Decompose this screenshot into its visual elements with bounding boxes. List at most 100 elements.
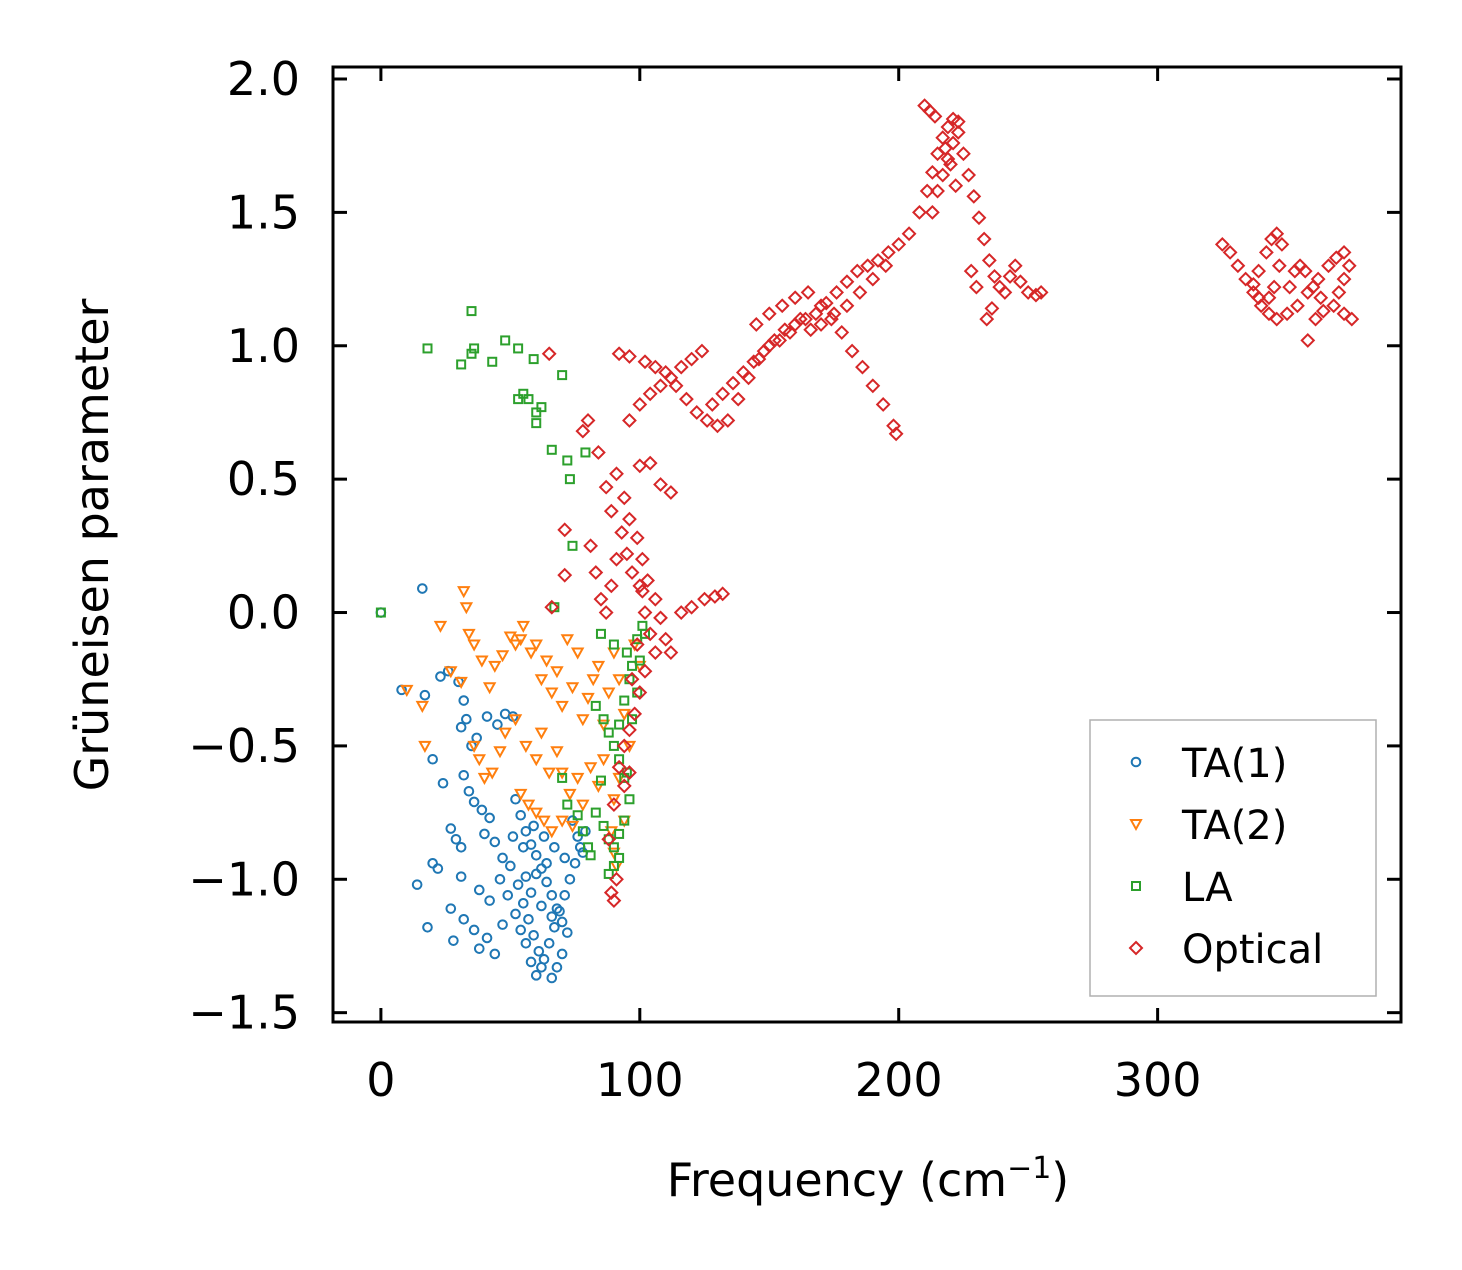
data-point: [1264, 231, 1279, 247]
data-point: [454, 676, 468, 689]
data-point: [415, 700, 430, 713]
x-axis-label-close: ): [1051, 1153, 1069, 1207]
data-point: [852, 284, 868, 300]
data-point: [533, 946, 545, 957]
data-point: [1336, 244, 1352, 260]
legend-marker: [1130, 756, 1142, 768]
data-point: [619, 695, 630, 706]
data-point: [935, 167, 951, 183]
data-point: [642, 386, 658, 402]
data-point: [583, 538, 599, 554]
data-point: [515, 809, 527, 821]
data-point: [1266, 279, 1282, 295]
data-point: [642, 455, 658, 471]
data-point: [1269, 311, 1285, 327]
data-point: [608, 639, 619, 650]
data-point: [518, 388, 529, 399]
data-point: [725, 375, 741, 391]
data-point: [417, 583, 428, 594]
x-tick-label: 300: [1114, 1053, 1202, 1107]
data-point: [528, 930, 539, 941]
data-point: [966, 188, 982, 204]
data-point: [570, 647, 585, 660]
y-tick-label: 1.5: [227, 185, 300, 239]
data-point: [468, 924, 480, 936]
legend: TA(1) TA(2) LA Optical: [1089, 719, 1377, 997]
data-point: [614, 852, 625, 863]
data-point: [1230, 258, 1246, 274]
legend-label: TA(2): [1181, 803, 1287, 849]
data-point: [545, 687, 559, 700]
data-point: [514, 788, 528, 801]
data-point: [919, 183, 935, 199]
data-point: [432, 863, 444, 874]
data-point: [462, 628, 476, 641]
data-point: [629, 637, 645, 652]
data-point: [924, 164, 940, 180]
data-point: [598, 479, 614, 495]
data-point: [624, 794, 635, 805]
data-point: [564, 474, 575, 485]
data-point: [590, 445, 606, 460]
data-point: [593, 591, 609, 607]
legend-label: TA(1): [1181, 741, 1287, 787]
y-axis-label: Grüneisen parameter: [65, 298, 119, 791]
series-la: [375, 306, 650, 879]
data-point: [602, 687, 616, 700]
data-point: [466, 306, 477, 317]
data-point: [505, 860, 516, 872]
data-point: [565, 682, 580, 695]
data-point: [569, 857, 581, 869]
data-point: [549, 922, 560, 933]
data-point: [1012, 274, 1028, 290]
data-point: [642, 626, 658, 642]
x-tick-label: 200: [855, 1053, 943, 1107]
data-point: [519, 740, 533, 753]
data-point: [826, 306, 842, 322]
y-tick-label: 0.5: [227, 452, 300, 506]
data-point: [539, 655, 554, 668]
data-point: [689, 405, 705, 420]
data-point: [968, 279, 984, 295]
data-point: [1251, 290, 1267, 306]
data-point: [523, 394, 534, 405]
data-point: [500, 335, 511, 346]
data-point: [583, 762, 598, 775]
data-point: [976, 231, 992, 247]
data-point: [590, 700, 601, 711]
data-point: [603, 727, 614, 738]
data-point: [541, 876, 552, 888]
data-point: [513, 343, 524, 354]
data-point: [774, 298, 790, 314]
data-point: [614, 754, 625, 765]
data-point: [622, 722, 637, 738]
data-point: [880, 244, 896, 260]
data-point: [1341, 258, 1357, 274]
data-point: [534, 727, 549, 740]
legend-entry: LA: [1131, 865, 1233, 911]
data-point: [489, 836, 501, 848]
data-point: [979, 311, 995, 327]
data-point: [1282, 279, 1298, 295]
data-point: [1308, 311, 1323, 327]
data-point: [484, 812, 495, 824]
data-point: [715, 386, 731, 402]
series-optical: [541, 98, 1360, 909]
data-point: [849, 263, 865, 279]
legend-marker: [1129, 819, 1143, 832]
data-point: [609, 871, 624, 887]
plot-frame: [331, 65, 1403, 1024]
data-point: [590, 807, 601, 818]
data-point: [456, 359, 467, 370]
data-point: [1279, 306, 1295, 322]
data-point: [400, 684, 414, 697]
data-point: [502, 889, 514, 901]
data-point: [567, 815, 578, 826]
data-point: [422, 343, 433, 354]
data-point: [1238, 271, 1254, 287]
x-axis-label: Frequency (cm−1): [667, 1151, 1070, 1207]
y-tick-label: −0.5: [188, 719, 300, 773]
data-point: [608, 842, 619, 853]
data-point: [694, 343, 710, 359]
data-point: [634, 551, 650, 567]
